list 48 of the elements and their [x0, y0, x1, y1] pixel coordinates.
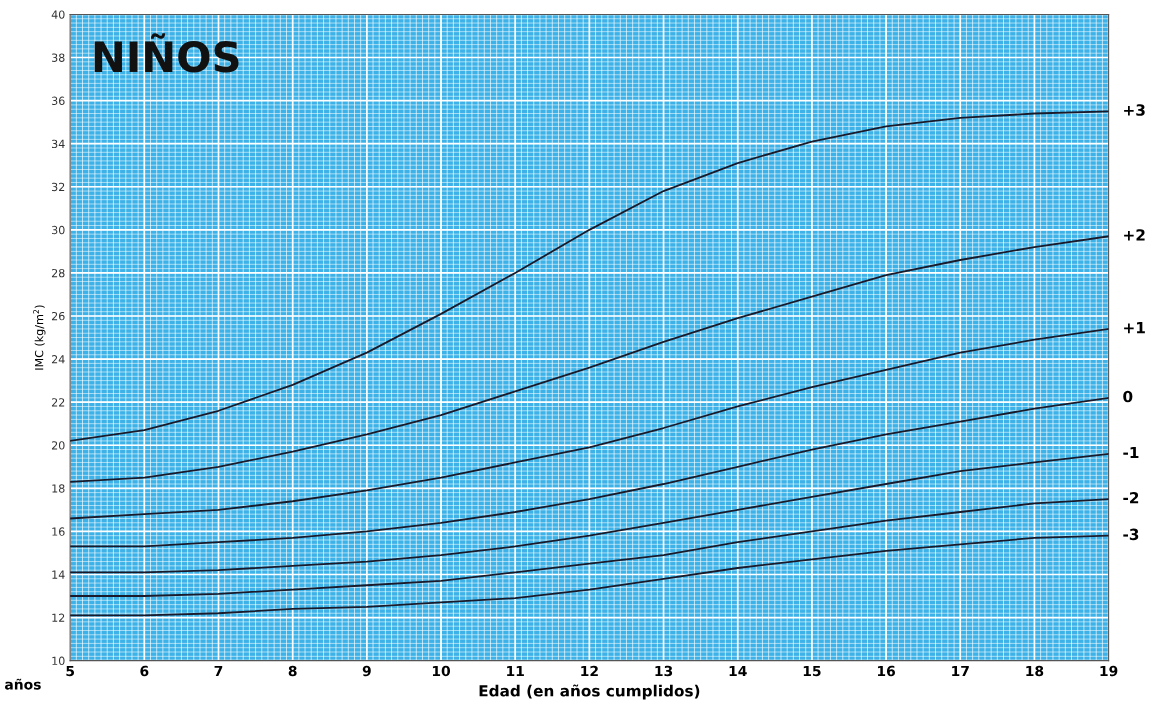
x-tick-label: 7: [214, 665, 223, 677]
series-label: +3: [1124, 104, 1145, 116]
y-tick-label: 28: [51, 268, 65, 278]
y-tick-label: 26: [51, 311, 65, 321]
series-label: -3: [1123, 528, 1139, 541]
x-tick-label: 16: [877, 665, 895, 677]
x-tick-label: 17: [952, 665, 969, 677]
y-tick-label: 36: [52, 96, 65, 105]
series-label: +2: [1124, 229, 1145, 241]
x-tick-label: 15: [803, 665, 821, 677]
x-tick-label: 11: [507, 665, 524, 677]
x-tick-label: 18: [1026, 665, 1044, 677]
line-series: [70, 498, 1109, 597]
y-tick-label: 16: [52, 527, 65, 536]
x-tick-label: 19: [1100, 665, 1118, 677]
series-label: +1: [1124, 322, 1145, 334]
y-tick-label: 32: [52, 182, 65, 192]
line-series: [70, 235, 1109, 483]
line-series: [70, 110, 1109, 442]
x-tick-label: 14: [729, 665, 747, 677]
series-label: 0: [1123, 390, 1133, 403]
y-tick-label: 24: [51, 355, 65, 364]
x-tick-label: 8: [288, 665, 297, 677]
x-tick-label: 9: [362, 665, 371, 677]
y-tick-label: 38: [52, 53, 65, 62]
y-tick-label: 34: [52, 139, 65, 149]
x-tick-label: 12: [581, 665, 598, 677]
line-series: [70, 452, 1109, 574]
x-tick-label: 13: [655, 665, 673, 677]
y-tick-label: 10: [52, 656, 65, 666]
x-tick-label: 5: [66, 665, 75, 677]
y-tick-label: 20: [51, 441, 65, 450]
y-tick-label: 12: [52, 613, 65, 622]
y-tick-label: 30: [52, 225, 65, 235]
y-tick-label: 22: [51, 398, 65, 407]
x-tick-label: 10: [432, 665, 451, 677]
line-series: [70, 396, 1109, 548]
text: años: [4, 678, 41, 690]
y-axis-title: IMC (kg/m$^{2}$): [33, 305, 46, 370]
y-tick-label: 14: [52, 570, 65, 579]
x-axis-title: Edad (en años cumplidos): [479, 684, 700, 700]
series-label: -2: [1123, 491, 1139, 504]
y-tick-label: 18: [52, 484, 65, 493]
line-series: [70, 328, 1109, 520]
x-tick-label: 6: [140, 665, 149, 677]
y-tick-label: 40: [51, 10, 65, 19]
line-series: [70, 534, 1109, 617]
series-label: -1: [1123, 446, 1139, 459]
